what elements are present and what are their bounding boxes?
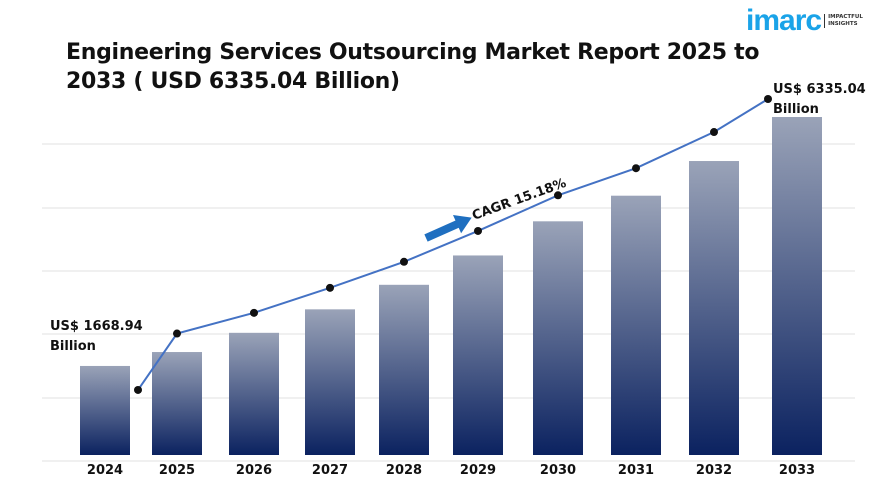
bar-2025 [152,352,202,455]
cagr-label: CAGR 15.18% [470,176,568,224]
x-tick-label: 2030 [540,463,576,478]
bar-2030 [533,221,583,455]
bar-2032 [689,161,739,455]
cagr-arrow-icon [424,215,472,242]
line-marker-2030 [554,191,562,200]
line-marker-2029 [474,226,482,235]
x-tick-label: 2033 [779,463,815,478]
chart-title: Engineering Services Outsourcing Market … [66,40,760,94]
x-tick-label: 2027 [312,463,348,478]
line-marker-2028 [400,257,408,266]
bar-2026 [229,332,279,455]
line-marker-2033 [764,95,772,103]
start-unit-label: Billion [50,339,96,354]
bar-2024 [80,365,130,455]
x-tick-label: 2028 [386,463,422,478]
end-value-label: US$ 6335.04 [773,82,866,97]
end-unit-label: Billion [773,102,819,117]
x-tick-label: 2031 [618,463,654,478]
x-tick-label: 2026 [236,463,272,478]
line-marker-2024 [134,385,142,394]
bar-2031 [611,195,661,455]
line-marker-2026 [250,308,258,317]
logo-tagline: IMPACTFUL INSIGHTS [824,14,868,28]
line-marker-2025 [173,329,181,338]
bar-2029 [453,255,503,455]
bar-2027 [305,309,355,455]
bar-2028 [379,284,429,455]
x-tick-label: 2029 [460,463,496,478]
bar-2033 [772,117,822,455]
logo-brand: imarc [746,4,822,37]
line-marker-2032 [710,128,718,137]
line-marker-2031 [632,164,640,173]
imarc-logo: imarc IMPACTFUL INSIGHTS [746,6,868,36]
trend-line [137,98,769,391]
x-tick-label: 2025 [159,463,195,478]
x-tick-label: 2032 [696,463,732,478]
start-value-label: US$ 1668.94 [50,319,143,334]
x-tick-label: 2024 [87,463,123,478]
line-marker-2027 [326,283,334,292]
